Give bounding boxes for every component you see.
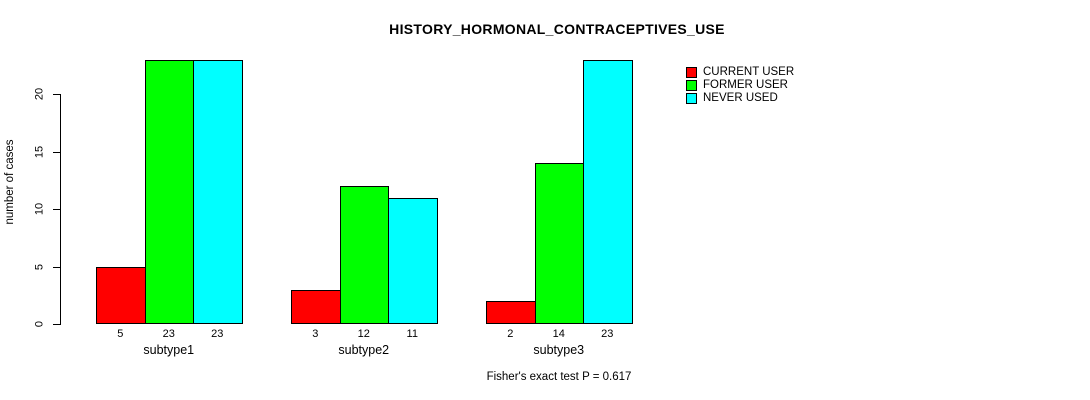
bar-value-label: 14 <box>552 328 565 340</box>
bar-current-user <box>96 266 146 324</box>
y-axis-line <box>60 94 61 325</box>
legend-label: FORMER USER <box>703 78 788 91</box>
bar-current-user <box>291 289 341 324</box>
category-label: subtype3 <box>533 343 585 357</box>
bar-current-user <box>486 301 536 324</box>
bar-never-used <box>583 59 633 324</box>
chart-title: HISTORY_HORMONAL_CONTRACEPTIVES_USE <box>389 21 725 37</box>
y-tick-label: 5 <box>33 263 46 270</box>
bar-value-label: 23 <box>162 328 175 340</box>
y-tick-label: 20 <box>33 88 46 101</box>
y-axis-tick <box>53 209 60 211</box>
bar-value-label: 23 <box>211 328 224 340</box>
bar-value-label: 3 <box>312 328 319 340</box>
y-tick-label: 15 <box>33 145 46 158</box>
category-label: subtype2 <box>338 343 390 357</box>
bar-value-label: 23 <box>601 328 614 340</box>
legend-swatch-never-used <box>686 93 697 105</box>
y-tick-label: 10 <box>33 203 46 216</box>
legend-swatch-current-user <box>686 66 697 78</box>
y-axis-tick <box>53 151 60 153</box>
bar-never-used <box>388 197 438 324</box>
legend-label: NEVER USED <box>703 92 778 105</box>
bar-value-label: 11 <box>406 328 418 340</box>
bar-value-label: 12 <box>357 328 370 340</box>
bar-value-label: 2 <box>507 328 514 340</box>
bar-former-user <box>534 163 584 324</box>
y-axis-tick <box>53 266 60 268</box>
legend-label: CURRENT USER <box>703 65 795 78</box>
y-axis-tick <box>53 94 60 96</box>
legend-swatch-former-user <box>686 79 697 91</box>
category-label: subtype1 <box>143 343 195 357</box>
y-axis-label: number of cases <box>4 139 16 225</box>
stat-annotation: Fisher's exact test P = 0.617 <box>486 371 632 383</box>
bar-never-used <box>193 59 243 324</box>
bar-former-user <box>144 59 194 324</box>
bar-former-user <box>339 186 389 324</box>
y-tick-label: 0 <box>33 320 46 328</box>
y-axis-tick <box>53 324 60 325</box>
bar-value-label: 5 <box>117 328 124 340</box>
